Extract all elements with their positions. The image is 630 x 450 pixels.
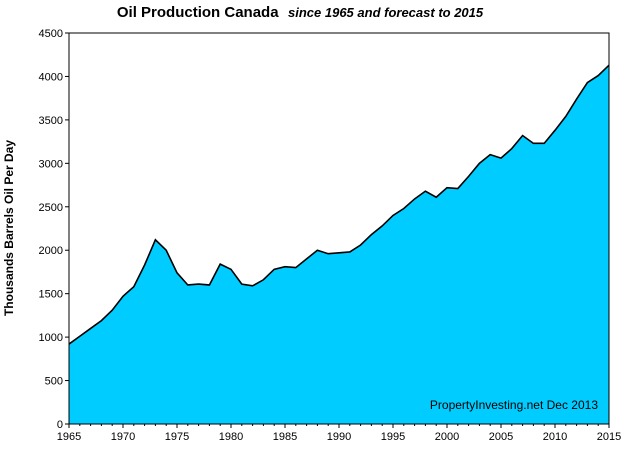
y-tick-label: 0: [57, 419, 63, 431]
y-tick-label: 1000: [39, 332, 63, 344]
y-tick-label: 1500: [39, 289, 63, 301]
chart-title: Oil Production Canada since 1965 and for…: [117, 4, 484, 21]
x-tick-label: 1990: [327, 431, 351, 443]
x-tick-label: 2010: [543, 431, 567, 443]
y-axis-label: Thousands Barrels Oil Per Day: [2, 140, 16, 316]
y-axis-ticks: 0 500 1000 1500 2000 2500 3000 3500 4000 4500: [39, 28, 69, 431]
x-tick-label: 1965: [57, 431, 81, 443]
x-tick-label: 1985: [273, 431, 297, 443]
x-tick-label: 1995: [381, 431, 405, 443]
y-tick-label: 3500: [39, 115, 63, 127]
x-tick-label: 2000: [435, 431, 459, 443]
chart-title-subtitle: since 1965 and forecast to 2015: [288, 5, 484, 20]
x-tick-label: 1980: [219, 431, 243, 443]
y-tick-label: 4000: [39, 71, 63, 83]
x-tick-label: 2015: [597, 431, 621, 443]
chart-title-main: Oil Production Canada: [117, 4, 279, 21]
x-tick-label: 1975: [165, 431, 189, 443]
y-tick-label: 3000: [39, 158, 63, 170]
x-tick-label: 2005: [489, 431, 513, 443]
y-tick-label: 500: [45, 376, 63, 388]
area-fill: [69, 65, 609, 425]
x-axis-ticks: 1965 1970 1975 1980 1985 1990 1995 2000 2005 2010…: [57, 424, 621, 443]
x-tick-label: 1970: [111, 431, 135, 443]
y-tick-label: 2500: [39, 202, 63, 214]
y-tick-label: 4500: [39, 28, 63, 40]
source-annotation: PropertyInvesting.net Dec 2013: [430, 398, 598, 412]
series-line: [68, 64, 610, 345]
y-tick-label: 2000: [39, 245, 63, 257]
